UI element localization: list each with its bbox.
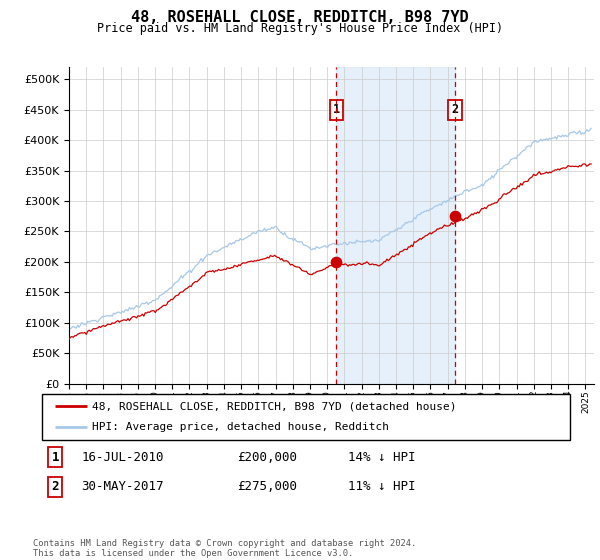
Text: 48, ROSEHALL CLOSE, REDDITCH, B98 7YD: 48, ROSEHALL CLOSE, REDDITCH, B98 7YD — [131, 10, 469, 25]
Bar — [337, 67, 455, 384]
Text: 1: 1 — [52, 451, 59, 464]
Text: 2: 2 — [52, 480, 59, 493]
Text: Contains HM Land Registry data © Crown copyright and database right 2024.
This d: Contains HM Land Registry data © Crown c… — [33, 539, 416, 558]
Text: 16-JUL-2010: 16-JUL-2010 — [82, 451, 164, 464]
Text: Price paid vs. HM Land Registry's House Price Index (HPI): Price paid vs. HM Land Registry's House … — [97, 22, 503, 35]
Text: 2: 2 — [451, 103, 458, 116]
Text: 14% ↓ HPI: 14% ↓ HPI — [348, 451, 416, 464]
Text: 30-MAY-2017: 30-MAY-2017 — [82, 480, 164, 493]
Text: 48, ROSEHALL CLOSE, REDDITCH, B98 7YD (detached house): 48, ROSEHALL CLOSE, REDDITCH, B98 7YD (d… — [92, 401, 457, 411]
Point — [450, 212, 460, 221]
Text: HPI: Average price, detached house, Redditch: HPI: Average price, detached house, Redd… — [92, 422, 389, 432]
Text: 1: 1 — [333, 103, 340, 116]
Text: £200,000: £200,000 — [238, 451, 298, 464]
Text: £275,000: £275,000 — [238, 480, 298, 493]
Point — [332, 258, 341, 267]
Text: 11% ↓ HPI: 11% ↓ HPI — [348, 480, 416, 493]
